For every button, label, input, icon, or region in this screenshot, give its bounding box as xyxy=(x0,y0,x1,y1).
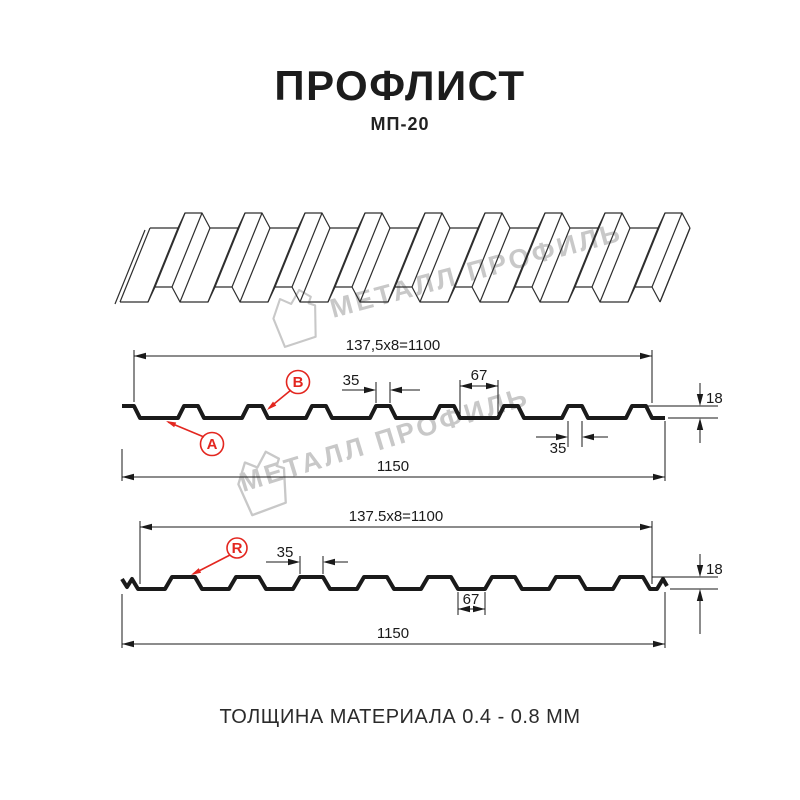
marker-r-letter: R xyxy=(232,540,243,557)
dim-label-pan: 67 xyxy=(463,591,480,608)
metall-profil-logo-icon xyxy=(266,286,325,349)
sheet-3d-left-cut-edge xyxy=(119,227,151,303)
dim-crest-bottom-section: 35 xyxy=(266,544,348,574)
dim-total-bottom: 1150 xyxy=(121,592,666,648)
dim-pan-top: 67 xyxy=(459,367,499,415)
section-view-bottom: 137.5x8=1100 35 67 xyxy=(120,508,723,648)
dim-crest-bottom: 35 xyxy=(536,421,608,457)
dim-label-total: 1150 xyxy=(377,625,409,642)
point-marker-b: B xyxy=(265,369,311,412)
dim-height-bottom: 18 xyxy=(652,554,723,634)
dim-height-top: 18 xyxy=(648,383,723,443)
section-view-top: 137,5x8=1100 35 67 xyxy=(121,337,723,481)
page-title: ПРОФЛИСТ xyxy=(274,62,526,109)
sheet-3d-view xyxy=(114,212,691,305)
section-top-profile-line xyxy=(122,404,665,420)
point-marker-a: A xyxy=(164,418,225,457)
section-bottom-profile-line xyxy=(120,575,669,591)
material-thickness-note: ТОЛЩИНА МАТЕРИАЛА 0.4 - 0.8 ММ xyxy=(219,706,581,728)
dim-label-crest: 35 xyxy=(277,544,294,561)
marker-a-letter: A xyxy=(207,436,218,453)
point-marker-r: R xyxy=(189,537,248,578)
dim-crest-top: 35 xyxy=(342,372,420,403)
dim-label-module: 137.5x8=1100 xyxy=(349,508,443,525)
dim-label-total: 1150 xyxy=(377,458,409,475)
sheet-3d-left-cut-edge-inner xyxy=(114,229,146,305)
dim-total-top: 1150 xyxy=(121,421,666,481)
marker-b-letter: B xyxy=(293,374,304,391)
dim-label-height: 18 xyxy=(706,390,723,407)
dim-label-pan: 67 xyxy=(471,367,488,384)
dim-pan-bottom-section: 67 xyxy=(457,591,486,615)
dim-module-bottom: 137.5x8=1100 xyxy=(139,508,653,584)
dim-label-crest-bottom: 35 xyxy=(550,440,567,457)
dim-label-crest-top: 35 xyxy=(343,372,360,389)
dim-label-height: 18 xyxy=(706,561,723,578)
profile-model-subtitle: МП-20 xyxy=(370,114,430,134)
dim-label-module: 137,5x8=1100 xyxy=(346,337,440,354)
sheet-3d-right-edge xyxy=(659,227,691,303)
dim-module-top: 137,5x8=1100 xyxy=(133,337,653,403)
